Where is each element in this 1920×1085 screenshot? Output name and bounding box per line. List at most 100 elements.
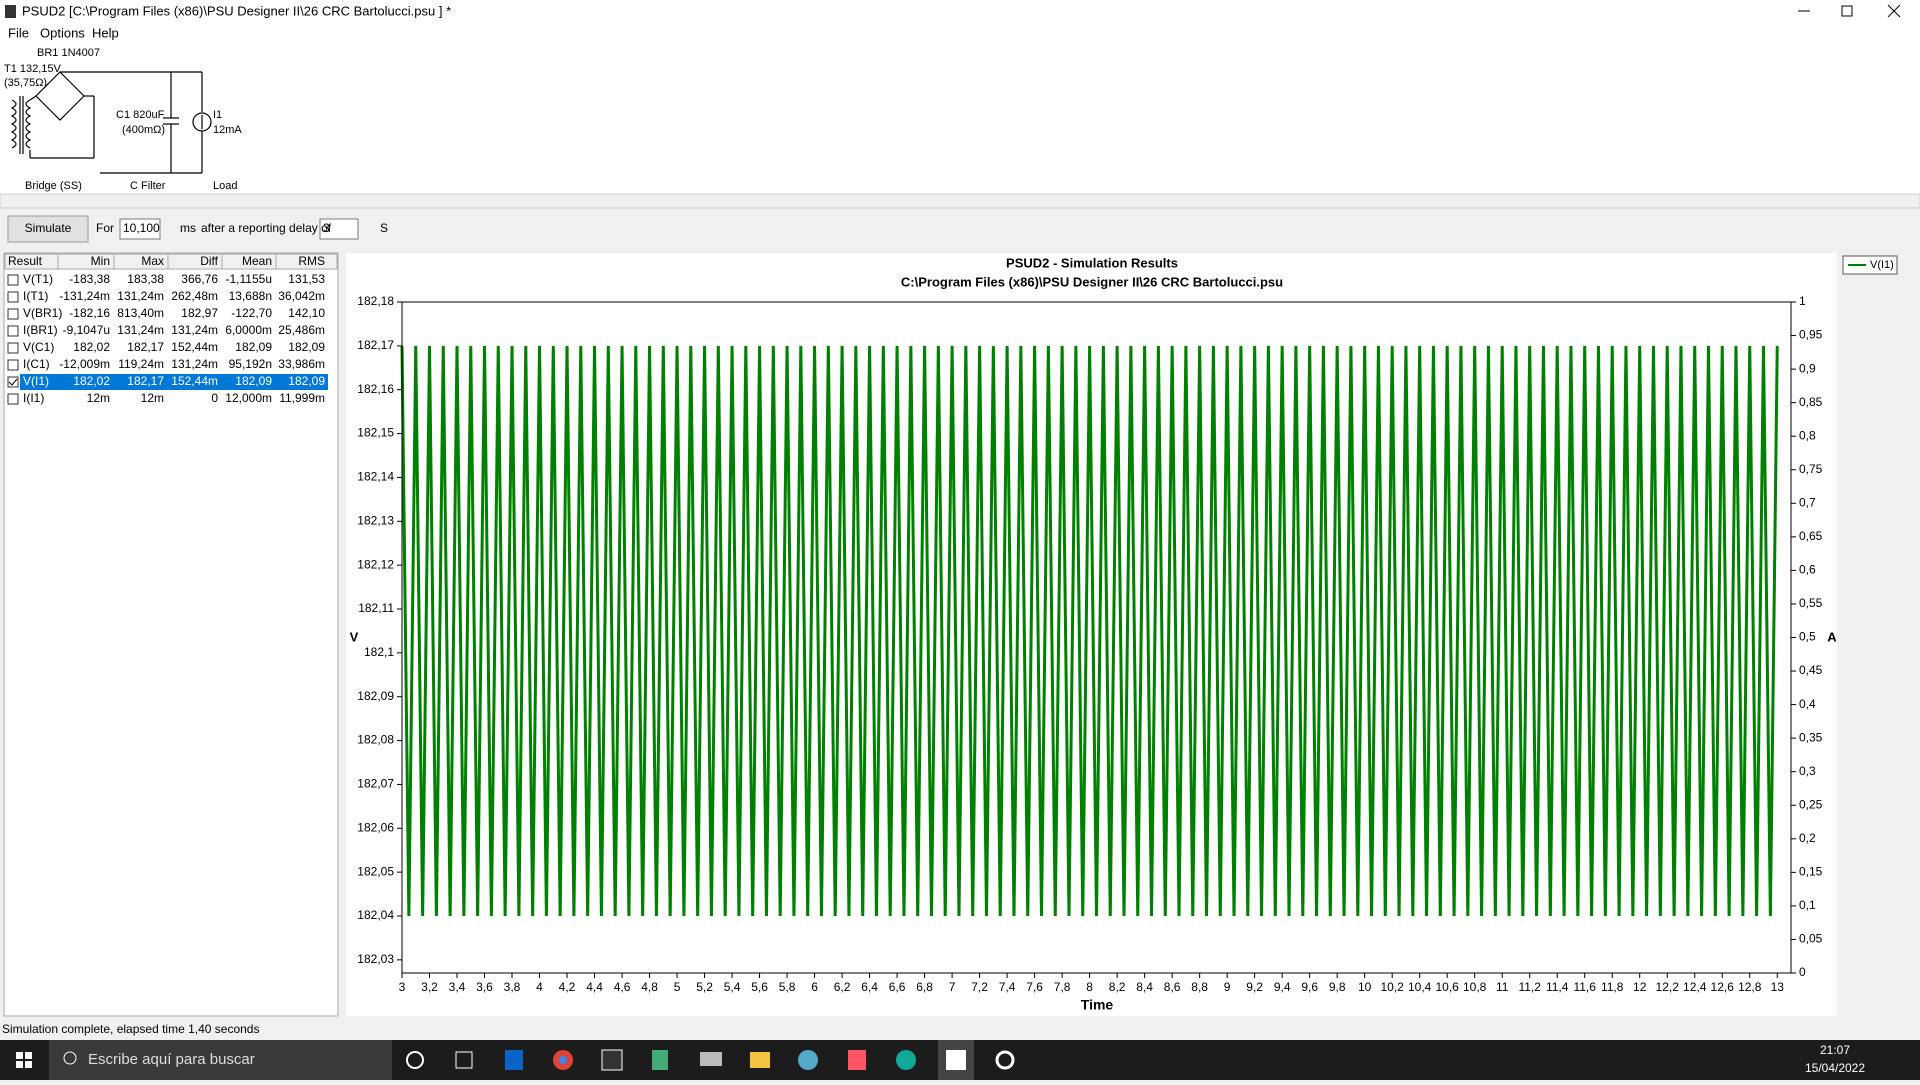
row-checkbox[interactable]: [7, 308, 19, 320]
x-tick-label: 4: [536, 980, 543, 994]
x-tick-label: 11: [1496, 980, 1509, 994]
table-cell: 182,09: [235, 340, 272, 354]
table-cell: 12,000m: [225, 391, 272, 405]
x-tick-label: 12,4: [1683, 980, 1707, 994]
row-checkbox[interactable]: [7, 325, 19, 337]
x-tick-label: 12,2: [1656, 980, 1680, 994]
y-tick-label: 182,09: [357, 689, 394, 703]
y2-tick-label: 0,7: [1799, 495, 1816, 509]
table-cell: 131,53: [288, 272, 325, 286]
y2-tick-label: 0,3: [1799, 764, 1816, 778]
table-cell: 11,999m: [279, 391, 325, 405]
y-axis-label: V: [350, 629, 359, 644]
x-tick-label: 6: [811, 980, 818, 994]
x-tick-label: 4,4: [586, 980, 603, 994]
table-header-cell: Min: [91, 254, 110, 268]
table-cell: 33,986m: [278, 357, 325, 371]
schematic-label: C1 820uF: [116, 109, 165, 121]
y2-tick-label: 0,25: [1799, 797, 1823, 811]
legend: [1842, 255, 1898, 275]
y2-tick-label: 0: [1799, 965, 1806, 979]
x-tick-label: 8,8: [1191, 980, 1208, 994]
y-tick-label: 182,08: [357, 733, 394, 747]
table-cell: 95,192n: [229, 357, 272, 371]
simulate-button[interactable]: [7, 215, 89, 243]
x-tick-label: 5,6: [751, 980, 768, 994]
search-box[interactable]: [49, 1040, 392, 1080]
title-bar: [0, 0, 1920, 24]
table-cell: 142,10: [288, 306, 325, 320]
x-tick-label: 4,8: [641, 980, 658, 994]
row-checkbox[interactable]: [7, 359, 19, 371]
table-cell: 131,24m: [117, 289, 164, 303]
x-tick-label: 9,2: [1246, 980, 1263, 994]
status-text: Simulation complete, elapsed time 1,40 s…: [2, 1022, 259, 1036]
table-cell: 813,40m: [117, 306, 164, 320]
table-cell: -131,24m: [59, 289, 110, 303]
schematic-label: (400mΩ): [122, 124, 165, 136]
table-cell: 6,0000m: [225, 323, 272, 337]
search-icon: [63, 1051, 77, 1065]
x-tick-label: 11,8: [1601, 980, 1624, 994]
table-cell: 36,042m: [278, 289, 325, 303]
table-cell: 131,24m: [117, 323, 164, 337]
x-tick-label: 3,4: [449, 980, 466, 994]
y-tick-label: 182,04: [357, 908, 394, 922]
row-checkbox[interactable]: [7, 393, 19, 405]
delay-input[interactable]: [319, 218, 359, 240]
row-checkbox[interactable]: [7, 291, 19, 303]
x-tick-label: 12,6: [1711, 980, 1735, 994]
table-cell: 183,38: [127, 272, 164, 286]
y-tick-label: 182,16: [357, 382, 394, 396]
table-cell: 119,24m: [118, 357, 164, 371]
row-checkbox[interactable]: [7, 274, 19, 286]
clock-date: 15/04/2022: [1805, 1061, 1865, 1075]
y-tick-label: 182,15: [357, 426, 394, 440]
selected-row: [20, 374, 328, 390]
row-checkbox[interactable]: [7, 342, 19, 354]
table-cell: 182,09: [235, 374, 272, 388]
duration-unit: ms: [180, 221, 196, 235]
x-tick-label: 5,8: [779, 980, 796, 994]
y2-tick-label: 0,2: [1799, 831, 1816, 845]
start-button[interactable]: [16, 1052, 32, 1068]
x-tick-label: 12: [1633, 980, 1647, 994]
x-tick-label: 10,8: [1463, 980, 1487, 994]
x-tick-label: 9: [1224, 980, 1231, 994]
window-controls[interactable]: [1798, 4, 1901, 18]
y-tick-label: 182,13: [357, 513, 394, 527]
delay-value: 3: [323, 221, 330, 235]
taskbar-icons[interactable]: [406, 1040, 1015, 1080]
x-tick-label: 9,8: [1329, 980, 1346, 994]
x-tick-label: 3,6: [476, 980, 493, 994]
duration-input[interactable]: [119, 218, 161, 240]
y2-tick-label: 0,65: [1799, 529, 1823, 543]
schematic-label: Bridge (SS): [25, 180, 82, 192]
window-title: PSUD2 [C:\Program Files (x86)\PSU Design…: [22, 3, 451, 18]
table-header-cell: Max: [141, 254, 164, 268]
table-header: [4, 253, 338, 270]
table-cell: 182,02: [73, 340, 110, 354]
schematic-panel: [0, 44, 1920, 194]
y-tick-label: 182,11: [358, 601, 394, 615]
schematic-label: C Filter: [130, 180, 166, 192]
horizontal-scrollbar[interactable]: [0, 193, 1920, 209]
x-tick-label: 7,8: [1054, 980, 1071, 994]
table-cell: I(BR1): [23, 323, 58, 337]
table-header-cell: Mean: [242, 254, 272, 268]
y2-tick-label: 0,9: [1799, 361, 1816, 375]
row-checkbox[interactable]: [7, 376, 19, 388]
x-tick-label: 11,4: [1546, 980, 1569, 994]
table-cell: 182,02: [73, 374, 110, 388]
schematic-label: I1: [213, 109, 222, 121]
for-label: For: [96, 221, 114, 235]
y2-tick-label: 0,75: [1799, 462, 1823, 476]
x-tick-label: 3,8: [504, 980, 521, 994]
x-tick-label: 10: [1358, 980, 1372, 994]
table-cell: V(C1): [23, 340, 54, 354]
table-cell: 0: [211, 391, 218, 405]
table-cell: 182,97: [181, 306, 218, 320]
table-cell: 182,17: [127, 340, 164, 354]
